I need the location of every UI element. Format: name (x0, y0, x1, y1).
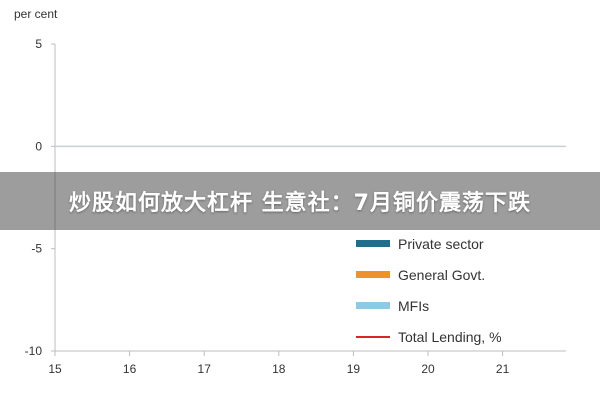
x-tick-label: 16 (123, 362, 137, 376)
legend-label-total-lending: Total Lending, % (398, 328, 502, 345)
y-tick-label: -10 (25, 344, 43, 358)
legend-item-mfis: MFIs (356, 290, 566, 321)
x-tick-label: 19 (347, 362, 361, 376)
legend-label-mfis: MFIs (398, 297, 430, 314)
legend-label-private-sector: Private sector (398, 235, 484, 252)
x-tick-label: 20 (421, 362, 435, 376)
legend-label-general-govt: General Govt. (398, 266, 486, 283)
x-tick-label: 15 (48, 362, 62, 376)
x-tick-label: 21 (496, 362, 510, 376)
y-tick-label: 5 (35, 37, 42, 51)
headline-text: 炒股如何放大杠杆 生意社：7月铜价震荡下跌 (69, 191, 531, 216)
legend-swatch-mfis (356, 302, 390, 309)
legend: Private sector General Govt. MFIs Total … (356, 228, 566, 352)
x-tick-label: 18 (272, 362, 286, 376)
legend-swatch-private-sector (356, 240, 390, 247)
legend-item-private-sector: Private sector (356, 228, 566, 259)
legend-swatch-general-govt (356, 271, 390, 278)
y-tick-label: -5 (31, 242, 42, 256)
legend-item-general-govt: General Govt. (356, 259, 566, 290)
x-tick-label: 17 (198, 362, 212, 376)
y-axis-label: per cent (14, 7, 58, 21)
legend-item-total-lending: Total Lending, % (356, 321, 566, 352)
headline-banner: 炒股如何放大杠杆 生意社：7月铜价震荡下跌 (0, 172, 600, 230)
legend-swatch-total-lending (356, 335, 390, 338)
y-tick-label: 0 (35, 139, 42, 153)
